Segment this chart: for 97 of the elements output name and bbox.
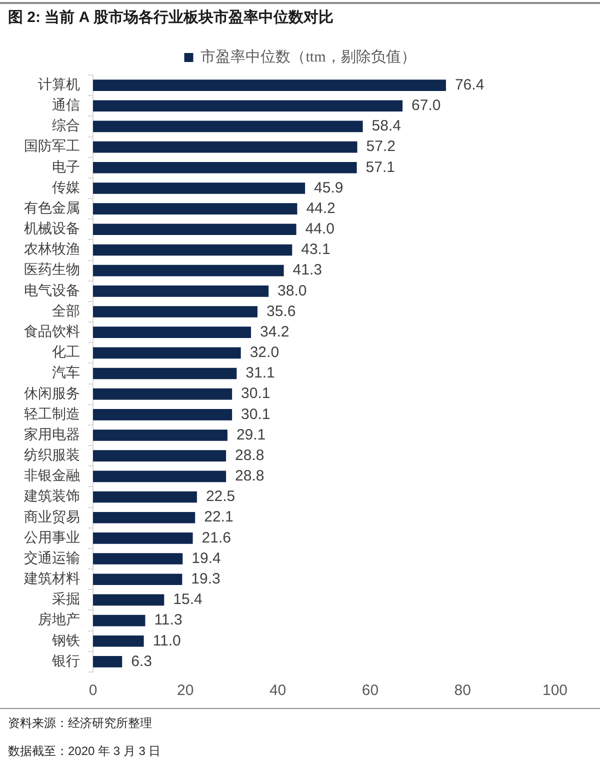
y-tick-label: 建筑装饰 bbox=[23, 488, 80, 505]
chart-title: 图 2: 当前 A 股市场各行业板块市盈率中位数对比 bbox=[8, 8, 334, 27]
y-tick-label: 有色金属 bbox=[24, 200, 80, 216]
data-label: 11.0 bbox=[152, 632, 181, 650]
y-tick-label: 钢铁 bbox=[51, 632, 80, 649]
bar bbox=[93, 409, 232, 420]
data-label: 15.4 bbox=[173, 591, 202, 608]
bar bbox=[93, 491, 197, 503]
y-tick-label: 家用电器 bbox=[24, 426, 80, 443]
y-tick-label: 食品饮料 bbox=[24, 324, 80, 340]
y-tick-label: 非银金融 bbox=[24, 468, 80, 484]
data-label: 44.0 bbox=[305, 220, 334, 238]
bar bbox=[93, 574, 182, 586]
bar bbox=[93, 656, 122, 668]
data-label: 31.1 bbox=[246, 364, 275, 382]
bar bbox=[93, 450, 226, 462]
y-tick-label: 传媒 bbox=[52, 180, 80, 196]
bar bbox=[93, 430, 228, 441]
data-label: 43.1 bbox=[301, 241, 330, 258]
y-tick-label: 通信 bbox=[52, 98, 80, 114]
y-tick-label: 交通运输 bbox=[24, 550, 80, 566]
data-label: 30.1 bbox=[241, 385, 270, 402]
data-label: 76.4 bbox=[454, 76, 484, 94]
y-tick-label: 建筑材料 bbox=[23, 571, 80, 588]
bar bbox=[93, 635, 144, 647]
data-label: 19.3 bbox=[191, 570, 220, 588]
bar bbox=[93, 512, 196, 524]
data-label: 6.3 bbox=[131, 652, 152, 670]
data-label: 28.8 bbox=[235, 468, 264, 485]
y-tick-label: 汽车 bbox=[52, 365, 80, 382]
bar bbox=[93, 80, 446, 91]
bar bbox=[93, 388, 232, 400]
data-label: 22.5 bbox=[206, 488, 236, 506]
y-tick-label: 化工 bbox=[52, 344, 80, 361]
bar bbox=[93, 553, 183, 564]
y-tick-label: 电子 bbox=[52, 159, 80, 176]
bar bbox=[93, 285, 269, 297]
bar bbox=[93, 224, 296, 236]
data-label: 67.0 bbox=[412, 97, 441, 114]
y-tick-label: 银行 bbox=[51, 653, 80, 670]
y-tick-label: 休闲服务 bbox=[24, 386, 80, 402]
data-label: 11.3 bbox=[154, 612, 182, 629]
x-tick-label: 0 bbox=[88, 682, 98, 700]
y-tick-label: 农林牧渔 bbox=[24, 242, 80, 258]
y-tick-label: 纺织服装 bbox=[24, 448, 80, 464]
data-label: 21.6 bbox=[202, 529, 231, 546]
x-tick-label: 100 bbox=[542, 682, 568, 700]
data-label: 34.2 bbox=[260, 323, 290, 340]
bar bbox=[93, 162, 357, 174]
data-label: 32.0 bbox=[250, 344, 280, 362]
y-tick-label: 国防军工 bbox=[24, 138, 80, 155]
x-tick-label: 40 bbox=[269, 682, 286, 700]
bar bbox=[93, 264, 284, 276]
data-label: 30.1 bbox=[241, 406, 270, 423]
bar bbox=[93, 614, 146, 626]
bar bbox=[93, 594, 164, 606]
bar bbox=[93, 532, 193, 544]
data-label: 44.2 bbox=[306, 200, 336, 217]
data-label: 57.1 bbox=[366, 158, 396, 176]
y-tick-label: 采掘 bbox=[52, 592, 80, 608]
legend-label: 市盈率中位数（ttm，剔除负值） bbox=[200, 48, 416, 66]
bar bbox=[93, 182, 306, 194]
y-tick-label: 公用事业 bbox=[24, 530, 80, 546]
y-tick-label: 电气设备 bbox=[24, 282, 80, 299]
y-tick-label: 轻工制造 bbox=[24, 406, 80, 422]
bar bbox=[93, 100, 403, 112]
y-tick-label: 商业贸易 bbox=[24, 509, 80, 526]
y-tick-label: 医药生物 bbox=[24, 262, 80, 278]
y-tick-label: 机械设备 bbox=[24, 221, 80, 238]
y-tick-label: 全部 bbox=[52, 303, 80, 320]
data-label: 19.4 bbox=[192, 550, 221, 567]
text: 数据截至：2020 年 3 月 3 日 bbox=[8, 743, 161, 760]
y-tick-label: 计算机 bbox=[38, 76, 80, 93]
data-label: 41.3 bbox=[292, 262, 322, 279]
data-label: 35.6 bbox=[266, 302, 296, 320]
x-tick-label: 60 bbox=[362, 682, 379, 700]
y-tick-label: 房地产 bbox=[38, 612, 80, 628]
data-label: 58.4 bbox=[372, 118, 402, 135]
y-tick-label: 综合 bbox=[52, 118, 80, 134]
bar bbox=[93, 326, 252, 338]
bar bbox=[93, 306, 258, 318]
text: 资料来源：经济研究所整理 bbox=[8, 715, 152, 732]
data-label: 22.1 bbox=[204, 508, 234, 526]
bar bbox=[93, 120, 363, 132]
data-label: 29.1 bbox=[236, 426, 266, 444]
data-label: 28.8 bbox=[235, 446, 264, 464]
data-label: 38.0 bbox=[278, 282, 307, 300]
data-label: 57.2 bbox=[366, 138, 396, 156]
bar bbox=[93, 141, 358, 153]
bar bbox=[93, 347, 241, 359]
x-tick-label: 80 bbox=[454, 682, 471, 700]
data-label: 45.9 bbox=[314, 179, 344, 196]
bar bbox=[93, 368, 237, 380]
bar bbox=[93, 470, 226, 482]
bar bbox=[93, 203, 298, 214]
bar bbox=[93, 244, 292, 256]
x-tick-label: 20 bbox=[177, 682, 194, 700]
